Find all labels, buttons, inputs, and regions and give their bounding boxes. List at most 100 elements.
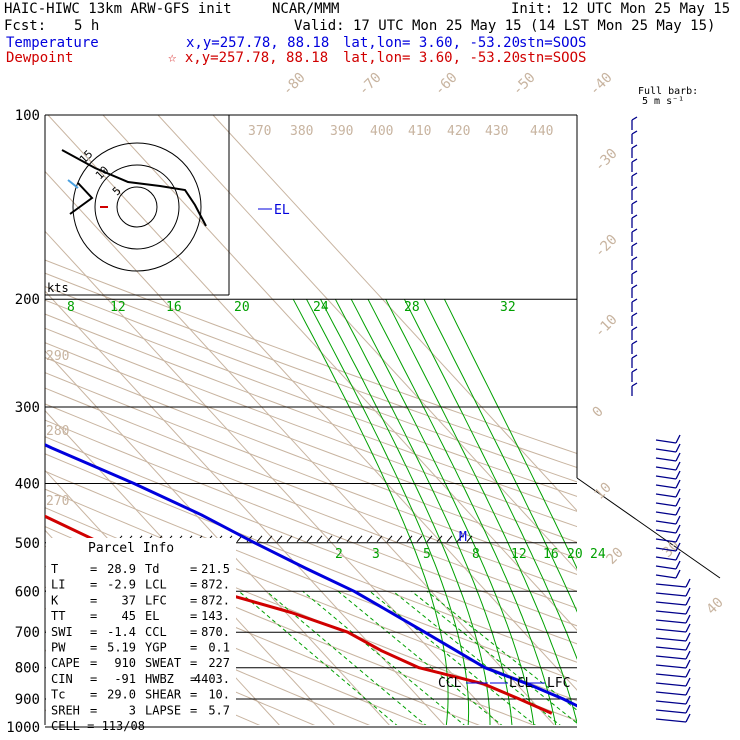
isotherm-label: 10	[592, 480, 615, 503]
mixing-ratio-line	[302, 590, 465, 725]
parcel-row-value: 28.9	[107, 562, 136, 576]
wind-barb-flag	[631, 326, 638, 331]
parcel-row-label: TT	[51, 609, 65, 623]
mixing-ratio-label: 5	[423, 547, 431, 562]
wind-barb-flag	[685, 632, 691, 642]
parcel-row-value: 29.0	[107, 688, 136, 702]
wind-barb-flag	[685, 704, 691, 714]
wind-barb-flag	[675, 524, 681, 534]
hatch-mark	[396, 535, 403, 543]
parcel-row-label: K	[51, 593, 59, 607]
wind-barb	[655, 646, 687, 651]
barb-key-units: 5 m s⁻¹	[642, 96, 684, 107]
pressure-label: 1000	[6, 720, 40, 736]
isotherm-line	[157, 115, 577, 572]
dry-adiabat-line	[45, 272, 577, 469]
parcel-row-label2: EL	[145, 609, 159, 623]
wind-barb	[655, 610, 687, 615]
parcel-panel	[46, 538, 236, 726]
wind-barb-flag	[675, 461, 681, 471]
wind-barb-flag	[685, 605, 691, 615]
parcel-row-value: -91	[114, 672, 136, 686]
hatch-mark	[466, 535, 473, 543]
lcl-label: LCL	[509, 676, 533, 691]
mixing-ratio-label: 32	[500, 300, 516, 315]
parcel-row-equals: =	[90, 593, 97, 607]
moist-adiabat-line	[403, 298, 577, 661]
wind-barb-flag	[675, 569, 681, 579]
hodograph-ring	[116, 186, 158, 228]
parcel-row-value2: 21.5	[201, 562, 230, 576]
mixing-ratio-label: 16	[543, 547, 559, 562]
wind-barb	[655, 682, 687, 687]
dry-adiabat-line	[45, 286, 577, 483]
parcel-row-label: Tc	[51, 688, 65, 702]
parcel-row-value: -1.4	[107, 625, 136, 639]
parcel-row-equals2: =	[190, 593, 197, 607]
isotherm-label: -60	[432, 70, 461, 99]
hatch-mark	[266, 535, 273, 543]
mixing-ratio-line	[238, 590, 398, 725]
parcel-row-label2: SHEAR	[145, 688, 182, 702]
hatch-mark	[406, 535, 413, 543]
init-time: Init: 12 UTC Mon 25 May 15	[511, 1, 731, 17]
wind-barb-flag	[631, 200, 638, 205]
wind-barb-flag	[675, 452, 681, 462]
wind-barb	[655, 637, 687, 642]
mixing-ratio-line	[266, 590, 427, 725]
dewpoint-latlon: lat,lon= 3.60, -53.20	[343, 50, 521, 66]
wind-barb-flag	[631, 368, 638, 373]
parcel-row-label2: YGP	[145, 641, 167, 655]
dry-adiabat-line	[45, 607, 316, 725]
wind-barb-flag	[675, 488, 681, 498]
hatch-mark	[426, 535, 433, 543]
wind-barb-flag	[631, 298, 638, 303]
wind-barb	[655, 529, 677, 534]
wind-barb	[655, 583, 687, 588]
isotherm-label: -50	[510, 70, 539, 99]
wind-barb	[655, 619, 687, 624]
parcel-row-equals: =	[90, 625, 97, 639]
skew-axis-line	[576, 477, 721, 579]
wind-barb-flag	[631, 158, 638, 163]
isotherm-line	[45, 409, 335, 725]
isotherm-line	[45, 290, 445, 725]
barb-key-title: Full barb:	[638, 86, 698, 97]
dry-adiabat-line	[45, 419, 577, 627]
isotherm-line	[212, 115, 577, 512]
pressure-label: 600	[15, 584, 40, 600]
mixing-ratio-line	[411, 590, 577, 724]
dry-adiabat-line	[45, 299, 577, 497]
isotherm-label: -10	[592, 312, 621, 341]
dewpoint-legend: Dewpoint	[6, 50, 74, 66]
wind-barb-flag	[631, 228, 638, 233]
isotherm-label: 0	[590, 404, 607, 421]
parcel-row-label2: LAPSE	[145, 703, 181, 717]
mixing-ratio-label: 12	[511, 547, 527, 562]
mixing-ratio-label: 24	[313, 300, 329, 315]
wind-barb	[655, 592, 687, 597]
wind-barb-flag	[675, 434, 681, 444]
wind-barb	[655, 547, 677, 552]
hatch-mark	[386, 535, 393, 543]
theta-label: 380	[290, 124, 313, 139]
theta-label: 410	[408, 124, 431, 139]
dry-adiabat-line	[45, 313, 577, 512]
hatch-mark	[256, 535, 263, 543]
wind-barb-flag	[631, 186, 638, 191]
dry-adiabat-line	[45, 356, 577, 559]
mixing-ratio-line	[369, 590, 536, 725]
parcel-row-value2: 10.	[208, 688, 230, 702]
pressure-label: 500	[15, 536, 40, 552]
wind-barb	[655, 538, 677, 543]
wind-barb	[655, 493, 677, 498]
star-icon: ☆	[168, 50, 177, 66]
wind-barb-flag	[675, 506, 681, 516]
hodograph-ring	[72, 142, 202, 272]
parcel-row-equals2: =	[190, 562, 197, 576]
parcel-row-value: 37	[122, 593, 136, 607]
wind-barb-flag	[675, 443, 681, 453]
pressure-label: 200	[15, 292, 40, 308]
parcel-row-value2: 870.	[201, 625, 230, 639]
wind-barb-flag	[685, 623, 691, 633]
